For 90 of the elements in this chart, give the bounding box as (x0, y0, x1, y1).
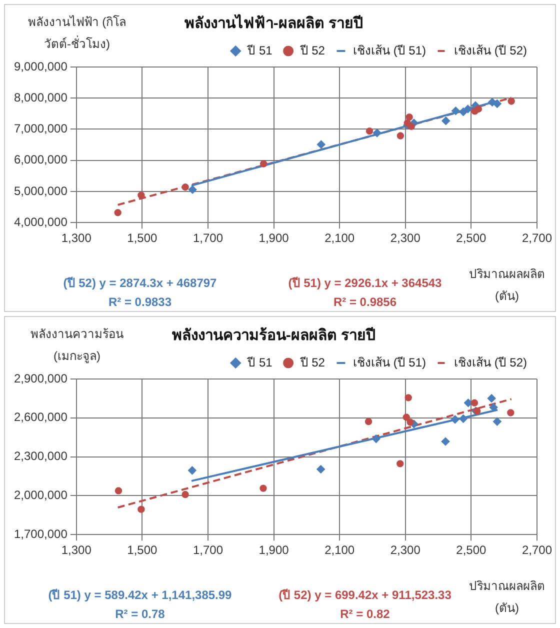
y-tick-label: 7,000,000 (14, 122, 68, 136)
x-tick-label: 2,100 (324, 543, 355, 558)
point (366, 128, 374, 135)
y-axis-title: พลังงานความร้อน (เมกะจูล) (30, 326, 124, 366)
text: (ปี 52) y = 699.42x + 911,523.33 (278, 588, 452, 602)
legend-label: เชิงเส้น (ปี 51) (352, 43, 426, 58)
y-tick-label: 5,000,000 (14, 184, 68, 198)
point (188, 466, 196, 474)
x-tick-label: 1,300 (61, 543, 92, 558)
point (493, 100, 502, 108)
point (114, 209, 122, 216)
point (182, 490, 189, 498)
point (406, 418, 414, 426)
text: (ปี 51) y = 2926.1x + 364543 (288, 276, 442, 290)
point (404, 394, 412, 402)
y-tick-label: 8,000,000 (14, 90, 68, 104)
point (406, 114, 413, 121)
point (508, 98, 515, 105)
point (507, 409, 514, 416)
point (474, 105, 482, 113)
x-tick-label: 2,700 (522, 543, 552, 558)
point (459, 414, 468, 423)
x-tick-label: 2,100 (324, 231, 355, 246)
text: R² = 0.9833 (107, 295, 173, 309)
text: (ปี 51) y = 589.42x + 1,141,385.99 (47, 587, 233, 604)
legend-label: ปี 51 (246, 355, 273, 370)
legend-label: เชิงเส้น (ปี 52) (454, 355, 528, 370)
y-tick-label: 2,600,000 (14, 410, 68, 424)
y-tick-label: 2,000,000 (14, 488, 68, 502)
point (396, 460, 404, 468)
point (364, 418, 372, 426)
x-tick-label: 1,500 (127, 543, 158, 558)
point (488, 98, 496, 106)
point (372, 434, 380, 443)
point (442, 438, 450, 446)
text: R² = 0.82 (339, 607, 391, 621)
point (114, 487, 122, 494)
point (138, 506, 145, 513)
point (182, 184, 189, 191)
y-tick-label: 2,900,000 (14, 371, 68, 386)
x-tick-label: 2,500 (456, 231, 487, 246)
point (188, 186, 197, 194)
point (373, 128, 382, 137)
x-tick-label: 1,700 (192, 231, 224, 246)
y-tick-label: 2,300,000 (14, 449, 68, 464)
legend-label: ปี 52 (299, 43, 326, 58)
point (464, 398, 472, 407)
legend-label: ปี 52 (299, 355, 326, 370)
legend-label: ปี 51 (246, 43, 273, 58)
point (474, 407, 481, 415)
legend-label: เชิงเส้น (ปี 52) (454, 43, 528, 58)
x-tick-label: 1,300 (61, 231, 92, 246)
point (317, 140, 326, 148)
point (396, 132, 404, 140)
point (451, 415, 460, 424)
point (493, 418, 502, 426)
x-tick-label: 1,500 (127, 231, 158, 246)
point (402, 414, 410, 421)
y-tick-label: 4,000,000 (14, 214, 68, 229)
y-tick-label: 6,000,000 (14, 152, 68, 167)
x-axis-title: ปริมาณผลผลิต (ตัน) (468, 578, 546, 617)
chart-title: พลังงานไฟฟ้า-ผลผลิต รายปี (184, 13, 364, 32)
point (459, 108, 468, 116)
point (464, 105, 472, 114)
point (452, 106, 460, 115)
x-tick-label: 2,300 (390, 543, 421, 558)
x-axis-title: ปริมาณผลผลิต (ตัน) (468, 266, 546, 305)
x-tick-label: 1,900 (258, 543, 290, 558)
point (442, 116, 450, 125)
text: (ปี 52) y = 2874.3x + 468797 (62, 275, 218, 292)
legend-label: เชิงเส้น (ปี 51) (352, 355, 426, 370)
point (490, 403, 498, 412)
x-tick-label: 1,900 (258, 231, 290, 246)
x-tick-label: 2,500 (456, 543, 487, 558)
point (138, 192, 145, 199)
y-tick-label: 9,000,000 (14, 59, 68, 74)
text: R² = 0.78 (114, 607, 166, 621)
chart-title: พลังงานความร้อน-ผลผลิต รายปี (172, 326, 376, 344)
point (316, 465, 325, 474)
point (260, 160, 268, 168)
x-tick-label: 1,700 (192, 543, 224, 558)
x-tick-label: 2,700 (522, 231, 552, 246)
point (260, 484, 267, 492)
x-tick-label: 2,300 (390, 231, 421, 246)
point (408, 122, 415, 130)
text: R² = 0.9856 (332, 295, 398, 309)
point (470, 399, 478, 406)
y-axis-title: พลังงานไฟฟ้า (กิโลวัตต์-ชั่วโมง) (26, 14, 128, 53)
y-tick-label: 1,700,000 (14, 526, 68, 541)
point (488, 394, 496, 402)
